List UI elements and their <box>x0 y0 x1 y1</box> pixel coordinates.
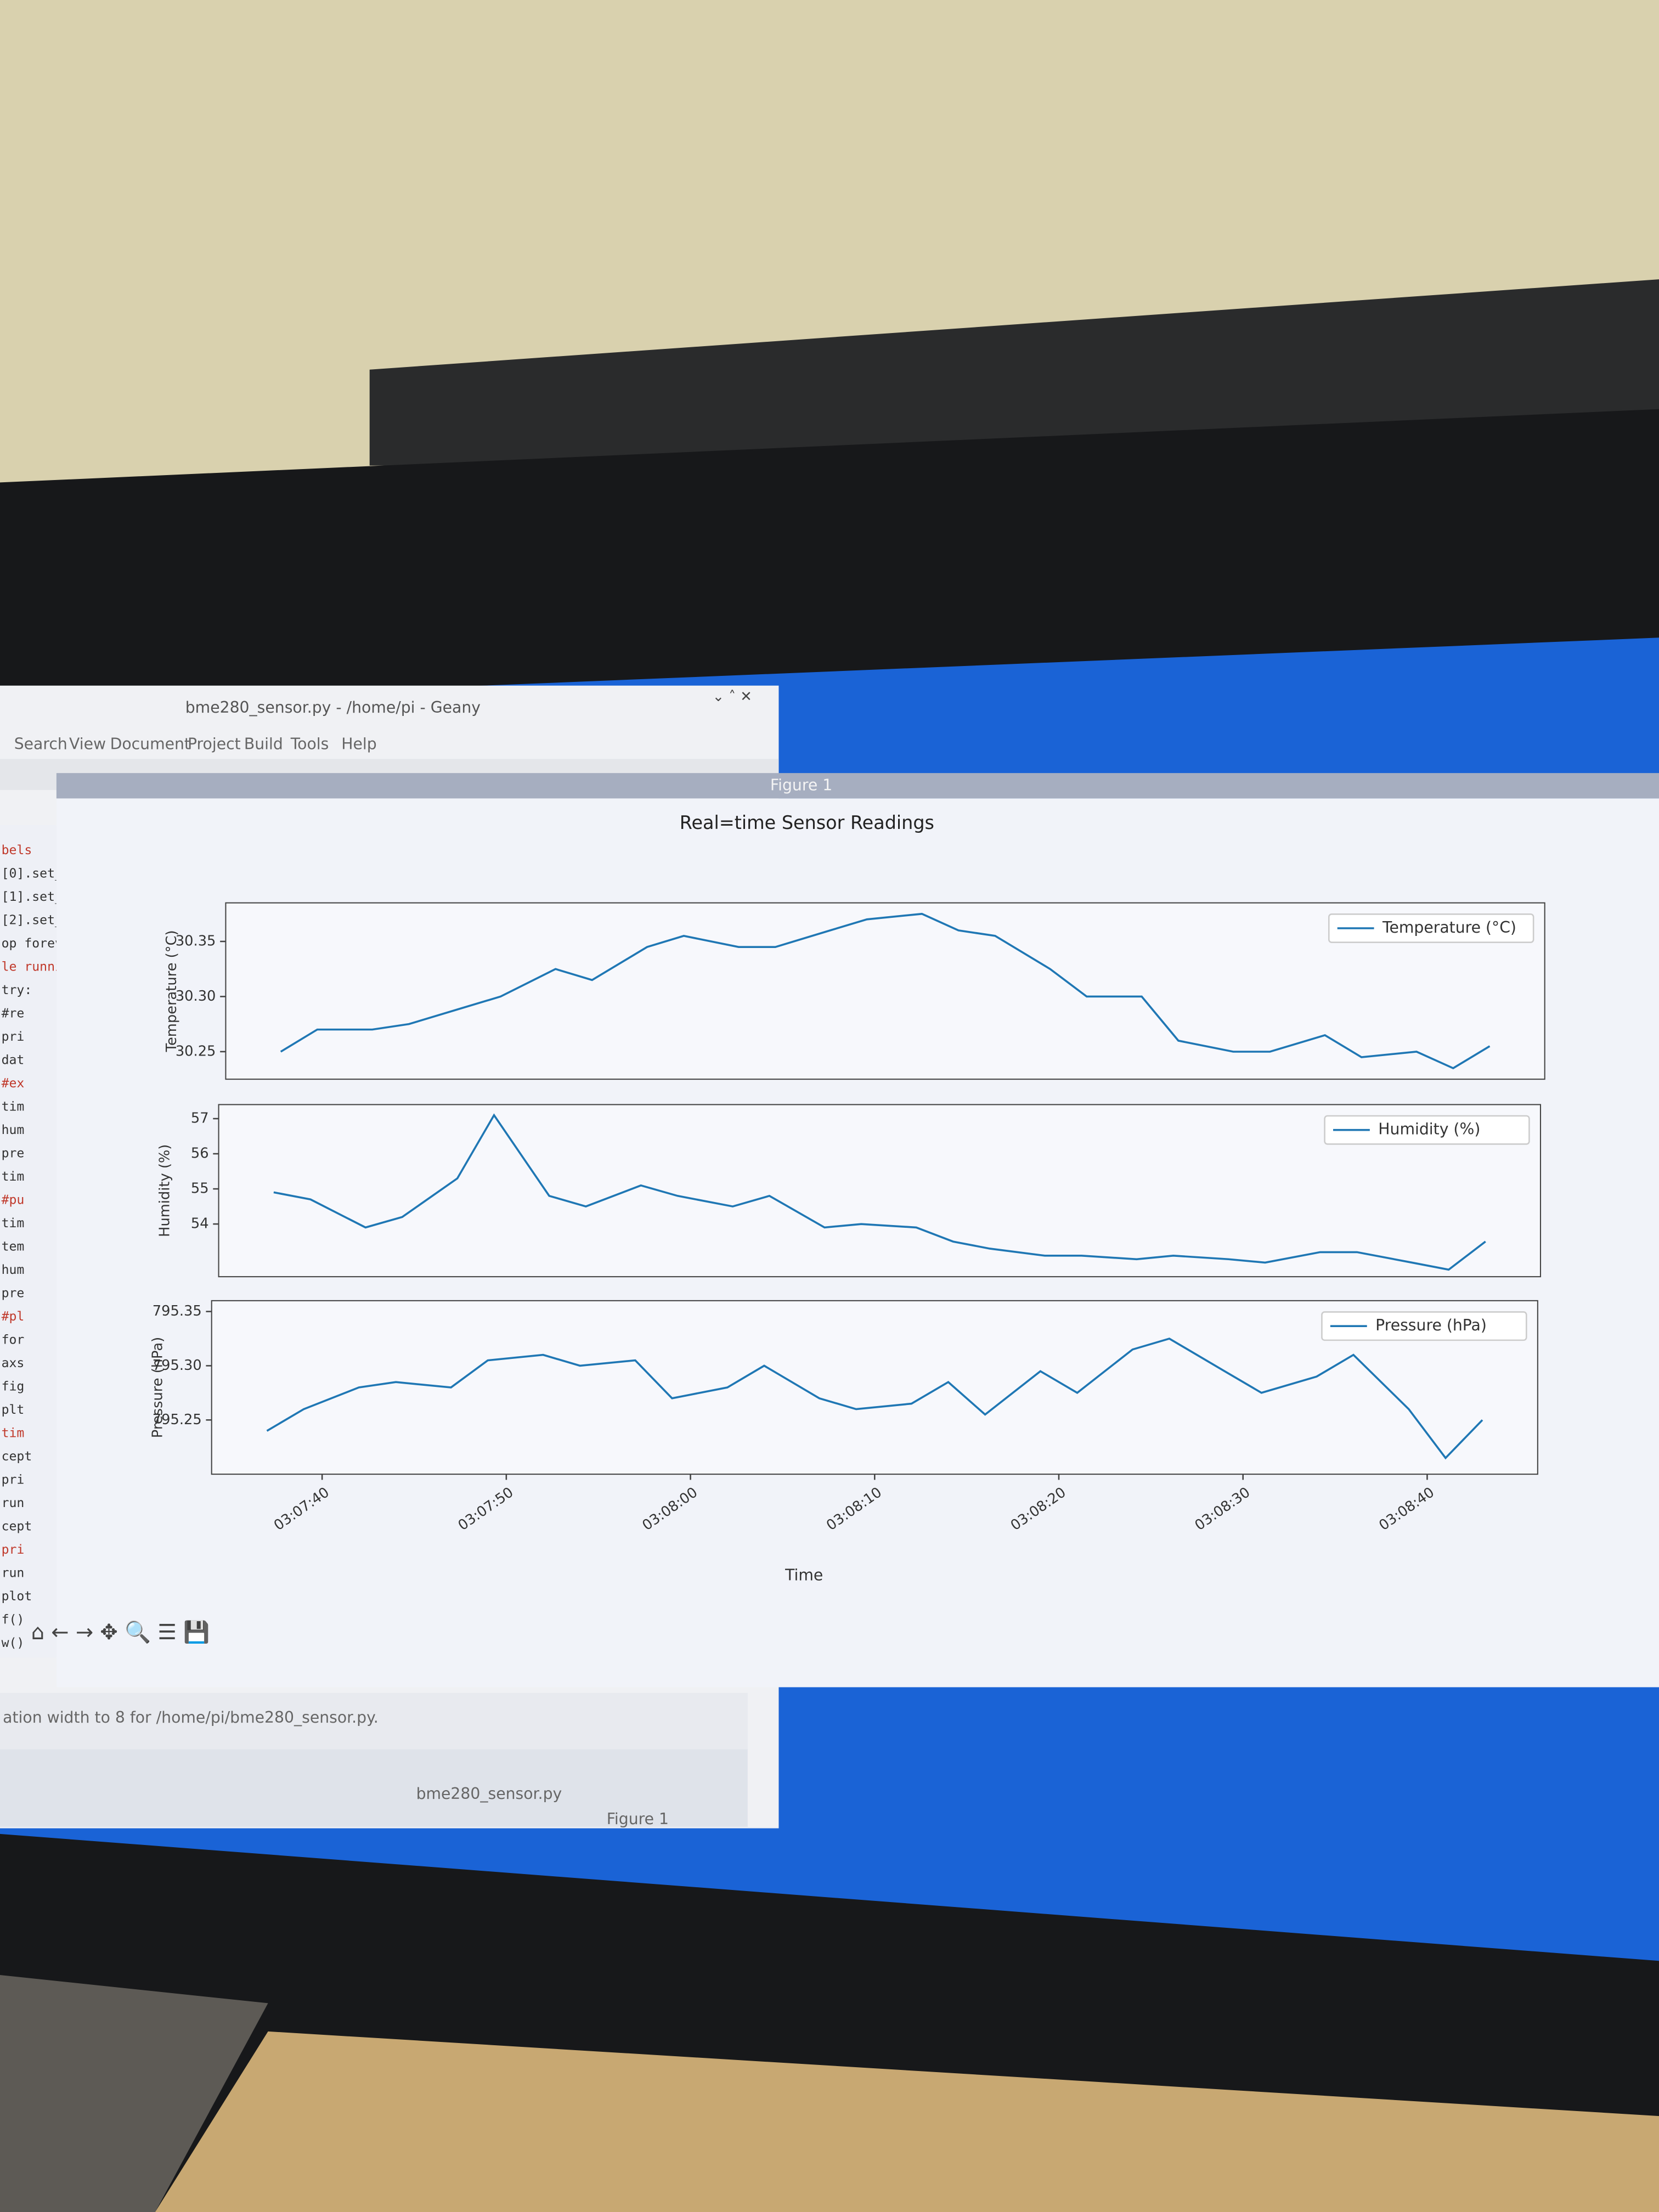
legend-box <box>1321 1311 1527 1341</box>
menu-item[interactable]: Document <box>110 735 190 753</box>
legend-label: Pressure (hPa) <box>1375 1316 1487 1334</box>
code-line: #pu <box>2 1193 25 1207</box>
code-line: [2].set_ <box>2 913 63 928</box>
code-line: bels <box>2 843 32 857</box>
legend-box <box>1324 1115 1530 1145</box>
y-axis-label: Pressure (hPa) <box>150 1337 166 1438</box>
data-line <box>266 1338 1483 1460</box>
menu-item[interactable]: Help <box>341 735 376 753</box>
code-line: fig <box>2 1380 25 1394</box>
code-line: [1].set_ <box>2 890 63 904</box>
figure-suptitle: Real=time Sensor Readings <box>680 812 934 833</box>
code-line: tem <box>2 1240 25 1254</box>
status-text: ation width to 8 for /home/pi/bme280_sen… <box>3 1708 379 1726</box>
code-line: run <box>2 1496 25 1510</box>
code-line: pri <box>2 1543 25 1557</box>
code-line: le runni <box>2 960 63 974</box>
code-line: for <box>2 1333 25 1347</box>
code-line: try: <box>2 983 32 997</box>
code-line: pri <box>2 1473 25 1487</box>
axes-frame <box>225 902 1545 1080</box>
code-line: w() <box>2 1636 25 1650</box>
legend-label: Humidity (%) <box>1378 1120 1480 1138</box>
code-line: axs <box>2 1356 25 1370</box>
y-tick-label: 30.30 <box>176 988 216 1005</box>
y-tick-label: 57 <box>191 1110 209 1127</box>
desk <box>155 2031 1659 2212</box>
taskbar-item[interactable]: bme280_sensor.py <box>416 1785 562 1803</box>
code-line: cept <box>2 1449 32 1464</box>
code-line: pri <box>2 1030 25 1044</box>
code-line: op forev <box>2 936 63 951</box>
code-line: hum <box>2 1123 25 1137</box>
data-line <box>273 1113 1486 1271</box>
legend-box <box>1328 913 1534 944</box>
menu-item[interactable]: Tools <box>290 735 329 753</box>
code-line: tim <box>2 1216 25 1231</box>
axes-frame <box>211 1300 1538 1475</box>
y-tick-label: 795.35 <box>153 1303 202 1319</box>
code-line: f() <box>2 1613 25 1627</box>
code-line: pre <box>2 1286 25 1301</box>
editor-title: bme280_sensor.py - /home/pi - Geany <box>185 698 481 716</box>
code-line: tim <box>2 1426 25 1441</box>
y-tick-label: 55 <box>191 1181 209 1197</box>
y-tick-label: 795.25 <box>153 1412 202 1428</box>
code-line: [0].set_ <box>2 867 63 881</box>
menu-item[interactable]: Build <box>244 735 283 753</box>
taskbar <box>0 1749 748 1827</box>
code-pane <box>0 825 57 1658</box>
code-line: plot <box>2 1589 32 1604</box>
y-axis-label: Humidity (%) <box>156 1144 173 1237</box>
code-lines: bels [0].set_ [1].set_ [2].set_op forev le r… <box>2 843 63 1650</box>
figure-titlebar <box>56 773 1659 799</box>
x-axis-label: Time <box>785 1566 823 1584</box>
code-line: #pl <box>2 1310 25 1324</box>
code-line: run <box>2 1566 25 1581</box>
y-tick-label: 795.30 <box>153 1357 202 1374</box>
desk-shadow <box>0 1975 268 2212</box>
code-line: tim <box>2 1170 25 1184</box>
code-line: dat <box>2 1053 25 1068</box>
code-line: hum <box>2 1263 25 1277</box>
code-line: pre <box>2 1147 25 1161</box>
code-line: #re <box>2 1007 25 1021</box>
taskbar-item[interactable]: Figure 1 <box>607 1810 669 1828</box>
menu-item[interactable]: Project <box>188 735 241 753</box>
window-controls[interactable]: ⌄ ˄ ✕ <box>713 689 752 705</box>
y-tick-label: 30.35 <box>176 933 216 950</box>
code-line: #ex <box>2 1076 25 1091</box>
y-tick-label: 54 <box>191 1216 209 1232</box>
code-line: plt <box>2 1403 25 1417</box>
y-axis-label: Temperature (°C) <box>163 930 180 1053</box>
figure-window-title: Figure 1 <box>770 776 832 794</box>
book <box>369 279 1659 466</box>
y-tick-label: 56 <box>191 1146 209 1162</box>
status-bar <box>0 1692 748 1750</box>
toolbar-icons[interactable]: ⌂ ← → ✥ 🔍 ☰ 💾 <box>31 1618 210 1645</box>
code-line: cept <box>2 1520 32 1534</box>
code-line: tim <box>2 1100 25 1114</box>
data-line <box>280 912 1491 1070</box>
y-tick-label: 30.25 <box>176 1043 216 1059</box>
legend-label: Temperature (°C) <box>1382 918 1516 936</box>
menu-item[interactable]: Search <box>14 735 67 753</box>
menu-item[interactable]: View <box>69 735 106 753</box>
